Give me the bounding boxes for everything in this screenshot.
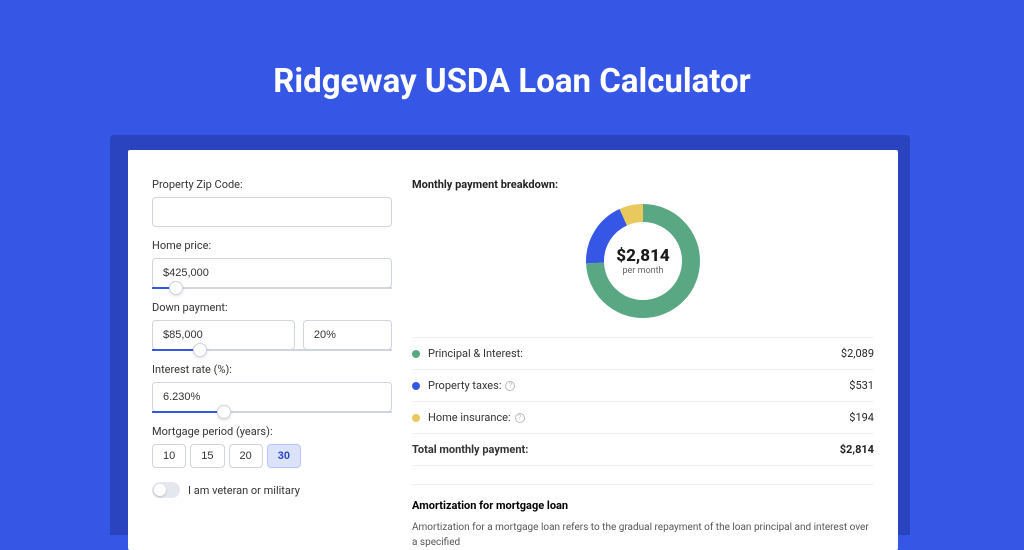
interest-rate-input[interactable] xyxy=(152,382,392,412)
donut-amount: $2,814 xyxy=(616,246,669,266)
page-title: Ridgeway USDA Loan Calculator xyxy=(0,0,1024,131)
down-payment-slider-thumb[interactable] xyxy=(193,343,207,357)
zip-label: Property Zip Code: xyxy=(152,178,392,191)
home-price-label: Home price: xyxy=(152,239,392,252)
info-icon[interactable]: ? xyxy=(515,413,525,423)
interest-rate-label: Interest rate (%): xyxy=(152,363,392,376)
legend-total-value: $2,814 xyxy=(840,443,874,456)
legend-dot xyxy=(412,414,420,422)
donut-chart-wrap: $2,814 per month xyxy=(412,201,874,321)
mortgage-period-label: Mortgage period (years): xyxy=(152,425,392,438)
down-payment-label: Down payment: xyxy=(152,301,392,314)
amortization-title: Amortization for mortgage loan xyxy=(412,499,874,512)
down-payment-field: Down payment: xyxy=(152,301,392,351)
amortization-text: Amortization for a mortgage loan refers … xyxy=(412,520,874,550)
amortization-section: Amortization for mortgage loan Amortizat… xyxy=(412,484,874,550)
legend-dot xyxy=(412,382,420,390)
legend-label: Property taxes:? xyxy=(428,379,849,392)
veteran-toggle[interactable] xyxy=(152,482,180,498)
legend-dot xyxy=(412,350,420,358)
donut-sub: per month xyxy=(622,266,663,276)
down-payment-pct-input[interactable] xyxy=(303,320,392,350)
home-price-slider-thumb[interactable] xyxy=(169,281,183,295)
home-price-slider[interactable] xyxy=(152,287,392,289)
legend: Principal & Interest:$2,089Property taxe… xyxy=(412,337,874,466)
breakdown-title: Monthly payment breakdown: xyxy=(412,178,874,191)
legend-row: Property taxes:?$531 xyxy=(412,370,874,402)
legend-total-label: Total monthly payment: xyxy=(412,443,840,456)
veteran-row: I am veteran or military xyxy=(152,482,392,498)
home-price-field: Home price: xyxy=(152,239,392,289)
down-payment-slider[interactable] xyxy=(152,349,392,351)
legend-label: Principal & Interest: xyxy=(428,347,841,360)
veteran-label: I am veteran or military xyxy=(188,484,300,497)
form-column: Property Zip Code: Home price: Down paym… xyxy=(152,178,392,522)
legend-label: Home insurance:? xyxy=(428,411,849,424)
mortgage-period-field: Mortgage period (years): 10152030 xyxy=(152,425,392,468)
period-option-30[interactable]: 30 xyxy=(267,444,301,468)
zip-field: Property Zip Code: xyxy=(152,178,392,227)
period-option-10[interactable]: 10 xyxy=(152,444,186,468)
legend-value: $194 xyxy=(849,411,874,424)
breakdown-column: Monthly payment breakdown: $2,814 per mo… xyxy=(412,178,874,522)
info-icon[interactable]: ? xyxy=(505,381,515,391)
interest-rate-slider[interactable] xyxy=(152,411,392,413)
period-option-20[interactable]: 20 xyxy=(229,444,263,468)
interest-rate-slider-thumb[interactable] xyxy=(217,405,231,419)
legend-row: Principal & Interest:$2,089 xyxy=(412,338,874,370)
down-payment-input[interactable] xyxy=(152,320,295,350)
zip-input[interactable] xyxy=(152,197,392,227)
interest-rate-field: Interest rate (%): xyxy=(152,363,392,413)
legend-value: $2,089 xyxy=(841,347,874,360)
home-price-input[interactable] xyxy=(152,258,392,288)
calculator-card: Property Zip Code: Home price: Down paym… xyxy=(128,150,898,550)
donut-chart: $2,814 per month xyxy=(583,201,703,321)
toggle-knob xyxy=(154,484,166,496)
legend-total-row: Total monthly payment:$2,814 xyxy=(412,434,874,466)
legend-row: Home insurance:?$194 xyxy=(412,402,874,434)
legend-value: $531 xyxy=(849,379,874,392)
period-option-15[interactable]: 15 xyxy=(190,444,224,468)
